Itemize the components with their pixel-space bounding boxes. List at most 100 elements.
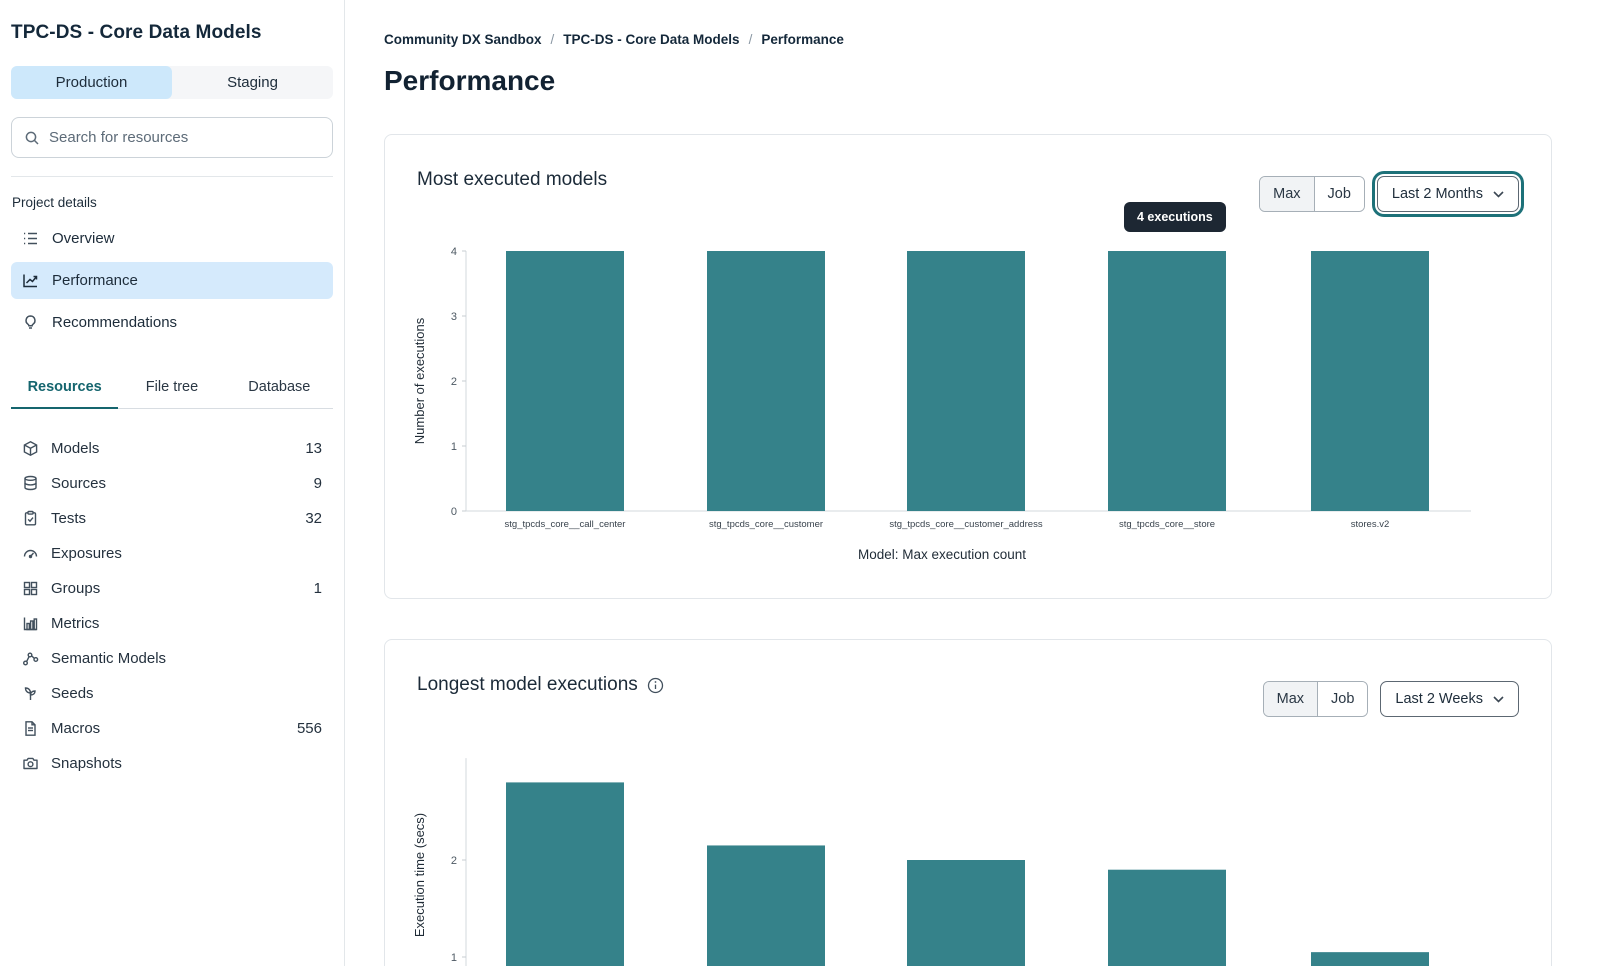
svg-text:2: 2 <box>451 376 457 388</box>
svg-text:stg_tpcds_core__customer_addre: stg_tpcds_core__customer_address <box>889 519 1042 530</box>
network-icon <box>22 650 39 667</box>
resource-tabs: Resources File tree Database <box>11 369 333 409</box>
resource-label: Models <box>51 440 100 457</box>
project-title: TPC-DS - Core Data Models <box>11 22 262 43</box>
resource-item-snapshots[interactable]: Snapshots <box>11 746 333 781</box>
chart-controls: Max Job Last 2 Weeks <box>1262 681 1519 717</box>
job-button[interactable]: Job <box>1314 177 1364 211</box>
max-job-toggle: Max Job <box>1262 681 1369 717</box>
environment-switcher: Production Staging <box>11 66 333 99</box>
resource-label: Snapshots <box>51 755 122 772</box>
chevron-down-icon <box>1493 695 1504 703</box>
resource-list: Models 13 Sources 9 <box>11 431 333 781</box>
chart-tooltip: 4 executions <box>1124 202 1226 232</box>
svg-text:3: 3 <box>451 311 457 323</box>
bar[interactable] <box>506 251 624 511</box>
tab-file-tree[interactable]: File tree <box>145 379 199 395</box>
camera-icon <box>22 755 39 772</box>
date-range-value: Last 2 Months <box>1391 186 1483 202</box>
resource-item-sources[interactable]: Sources 9 <box>11 466 333 501</box>
svg-text:Model: Max execution count: Model: Max execution count <box>858 547 1026 562</box>
bar[interactable] <box>1311 251 1429 511</box>
file-icon <box>22 720 39 737</box>
executions-bar-chart[interactable]: 0 1 2 3 4 Number of executions stg_tpcds_core_… <box>414 245 1524 575</box>
database-icon <box>22 475 39 492</box>
bar[interactable] <box>506 782 624 966</box>
sidebar: TPC-DS - Core Data Models Production Sta… <box>0 0 345 966</box>
resource-item-groups[interactable]: Groups 1 <box>11 571 333 606</box>
lightbulb-icon <box>22 314 39 331</box>
bar[interactable] <box>907 251 1025 511</box>
svg-text:stg_tpcds_core__customer: stg_tpcds_core__customer <box>709 519 823 530</box>
sidebar-item-performance[interactable]: Performance <box>11 262 333 299</box>
resource-item-metrics[interactable]: Metrics <box>11 606 333 641</box>
max-job-toggle: Max Job <box>1259 176 1365 212</box>
resource-count: 32 <box>305 510 322 527</box>
svg-text:4: 4 <box>451 246 457 258</box>
max-button[interactable]: Max <box>1263 682 1319 716</box>
list-icon <box>22 230 39 247</box>
chart-title: Most executed models <box>417 169 608 190</box>
resource-count: 1 <box>313 580 322 597</box>
date-range-dropdown[interactable]: Last 2 Weeks <box>1380 681 1519 717</box>
resource-item-macros[interactable]: Macros 556 <box>11 711 333 746</box>
bar-chart-icon <box>22 615 39 632</box>
breadcrumb-separator: / <box>550 32 555 47</box>
breadcrumb-separator: / <box>748 32 753 47</box>
resource-item-tests[interactable]: Tests 32 <box>11 501 333 536</box>
sidebar-item-label: Overview <box>52 230 115 247</box>
svg-text:1: 1 <box>451 441 457 453</box>
project-details-label: Project details <box>12 195 97 210</box>
job-button[interactable]: Job <box>1318 682 1368 716</box>
search-icon <box>24 130 40 146</box>
date-range-dropdown[interactable]: Last 2 Months <box>1376 176 1519 212</box>
sidebar-item-label: Recommendations <box>52 314 178 331</box>
bar[interactable] <box>1311 952 1429 966</box>
tab-production[interactable]: Production <box>11 66 172 99</box>
resource-label: Semantic Models <box>51 650 167 667</box>
info-icon[interactable] <box>647 677 664 694</box>
search-box[interactable] <box>11 117 333 158</box>
max-button[interactable]: Max <box>1260 177 1315 211</box>
resource-item-semantic-models[interactable]: Semantic Models <box>11 641 333 676</box>
resource-item-exposures[interactable]: Exposures <box>11 536 333 571</box>
tab-resources[interactable]: Resources <box>11 369 119 409</box>
svg-text:2: 2 <box>451 855 457 867</box>
bar[interactable] <box>707 251 825 511</box>
resource-item-seeds[interactable]: Seeds <box>11 676 333 711</box>
clipboard-icon <box>22 510 39 527</box>
sidebar-item-recommendations[interactable]: Recommendations <box>11 304 333 341</box>
bar[interactable] <box>1108 869 1226 966</box>
resource-label: Tests <box>51 510 87 527</box>
bar[interactable] <box>707 845 825 966</box>
breadcrumb: Community DX Sandbox / TPC-DS - Core Dat… <box>384 32 1621 47</box>
tab-database[interactable]: Database <box>248 379 311 395</box>
breadcrumb-account[interactable]: Community DX Sandbox <box>384 32 542 47</box>
execution-time-bar-chart[interactable]: 1 2 Execution time (secs) <box>414 745 1524 966</box>
sidebar-divider <box>11 176 333 177</box>
svg-text:stores.v2: stores.v2 <box>1351 519 1390 530</box>
date-range-value: Last 2 Weeks <box>1395 691 1483 707</box>
sidebar-item-overview[interactable]: Overview <box>11 220 333 257</box>
main-content: Community DX Sandbox / TPC-DS - Core Dat… <box>345 0 1621 966</box>
resource-label: Exposures <box>51 545 122 562</box>
chart-title-text: Longest model executions <box>417 674 638 695</box>
svg-text:1: 1 <box>451 952 457 964</box>
cube-icon <box>22 440 39 457</box>
svg-text:Number of executions: Number of executions <box>414 317 427 444</box>
grid-icon <box>22 580 39 597</box>
breadcrumb-project[interactable]: TPC-DS - Core Data Models <box>563 32 740 47</box>
resource-label: Metrics <box>51 615 100 632</box>
resource-count: 9 <box>313 475 322 492</box>
bar[interactable] <box>907 860 1025 966</box>
sidebar-item-label: Performance <box>52 272 138 289</box>
tab-staging[interactable]: Staging <box>227 74 278 91</box>
gauge-icon <box>22 545 39 562</box>
bar[interactable] <box>1108 251 1226 511</box>
svg-text:stg_tpcds_core__store: stg_tpcds_core__store <box>1119 519 1215 530</box>
search-input[interactable] <box>49 129 320 146</box>
chart-title: Longest model executions <box>417 674 664 696</box>
chevron-down-icon <box>1493 190 1504 198</box>
resource-item-models[interactable]: Models 13 <box>11 431 333 466</box>
